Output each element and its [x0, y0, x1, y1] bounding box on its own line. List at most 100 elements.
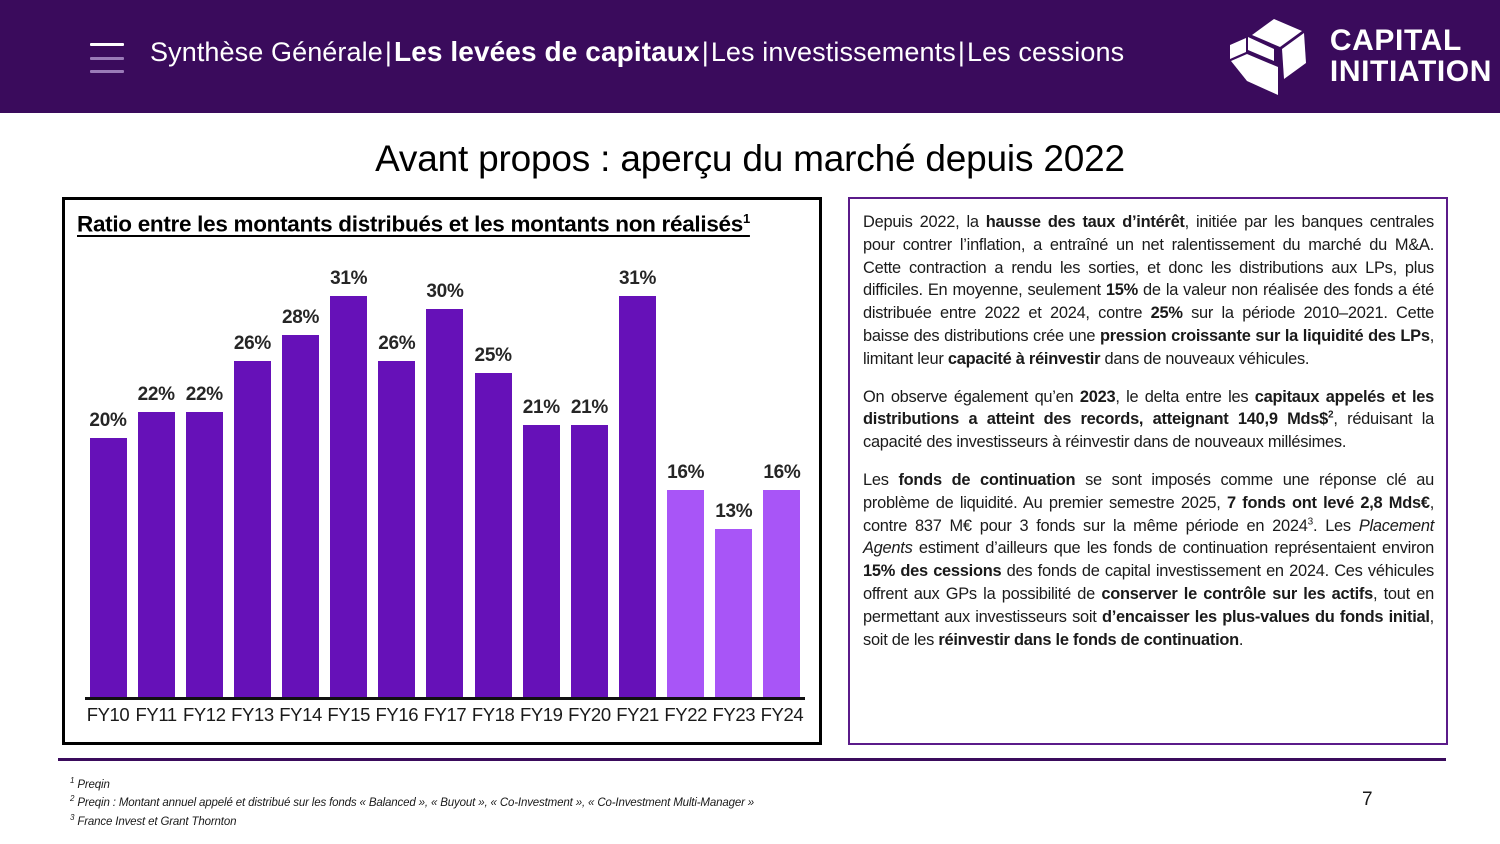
x-tick-fy13: FY13 [231, 704, 274, 725]
nav-separator-3: | [957, 37, 965, 67]
bar-column: 16% [759, 260, 805, 697]
logo-wordmark: CAPITAL INITIATION [1330, 26, 1492, 87]
text-run: , contre 837 M€ pour 3 fonds sur la même… [863, 493, 1435, 535]
bar-column: 21% [566, 260, 612, 697]
text-run: dans de nouveaux véhicules. [1100, 349, 1310, 368]
text-run: réinvestir dans le fonds de continuation [938, 630, 1239, 649]
text-run: de la valeur non réalisée des fonds a ét… [863, 281, 1434, 323]
x-tick-fy20: FY20 [568, 704, 611, 725]
text-run: , tout en permettant aux investisseurs s… [863, 584, 1434, 626]
footnote-marker: 3 [70, 812, 75, 822]
footnote-marker: 2 [70, 794, 75, 804]
bar-value-label: 25% [474, 345, 512, 367]
hamburger-line-2 [90, 56, 124, 60]
x-tick-fy19: FY19 [519, 704, 563, 725]
text-run: estiment d’ailleurs que les fonds de con… [912, 539, 1434, 558]
bar-fy23 [715, 528, 753, 697]
bar-column: 21% [518, 260, 564, 697]
footnotes-list: 1 Preqin 2 Preqin : Montant annuel appelé… [70, 775, 1070, 830]
navigation-breadcrumb: Synthèse Générale|Les levées de capitaux… [150, 36, 1124, 68]
text-run: capitaux appelés et les distributions a … [863, 387, 1435, 429]
commentary-paragraph-p2: On observe également qu’en 2023, le delt… [863, 386, 1434, 454]
logo-line-initiation: INITIATION [1329, 55, 1492, 88]
bar-column: 22% [181, 260, 227, 697]
hamburger-line-1 [90, 43, 124, 46]
chart-heading: Ratio entre les montants distribués et l… [77, 211, 750, 238]
bar-column: 22% [133, 260, 179, 697]
bar-column: 30% [422, 260, 468, 697]
x-tick-fy12: FY12 [182, 704, 226, 725]
footnote-1: 1 Preqin [70, 775, 1070, 793]
commentary-panel: Depuis 2022, la hausse des taux d’intérê… [848, 197, 1448, 745]
top-navigation-bar: Synthèse Générale|Les levées de capitaux… [0, 0, 1500, 113]
nav-item-cessions[interactable]: Les cessions [966, 37, 1125, 67]
bar-column: 20% [85, 260, 131, 697]
text-run: fonds de continuation [898, 470, 1076, 489]
bar-value-label: 31% [618, 267, 657, 289]
footer-divider [58, 758, 1446, 761]
nav-separator-2: | [701, 37, 709, 67]
chart-bars-area: 20% 22% 22% 26% 28% 31% 26% 30% 25% 21% 21% 31% 16% 1… [85, 260, 805, 700]
text-run: hausse des taux d’intérêt [985, 213, 1185, 231]
x-tick-fy23: FY23 [712, 704, 756, 725]
text-run: 2023 [1079, 387, 1116, 406]
bar-chart: 20% 22% 22% 26% 28% 31% 26% 30% 25% 21% 21% 31% 16% 1… [85, 260, 805, 734]
hamburger-menu-icon[interactable] [90, 43, 124, 73]
text-run: Les [863, 470, 899, 489]
footnote-text: France Invest et Grant Thornton [74, 815, 237, 828]
capital-initiation-logo: CAPITAL INITIATION [1222, 14, 1492, 100]
bar-value-label: 22% [185, 384, 223, 406]
bar-value-label: 21% [570, 397, 608, 419]
text-run: 25% [1150, 304, 1183, 323]
text-run: pression croissante sur la liquidité des… [1100, 326, 1430, 345]
bar-value-label: 28% [281, 306, 320, 328]
footnote-2: 2 Preqin : Montant annuel appelé et dist… [70, 793, 1070, 811]
chart-heading-footnote-marker: 1 [742, 211, 750, 226]
bar-column: 31% [326, 260, 372, 697]
text-run: des fonds de capital investissement en 2… [863, 562, 1434, 603]
commentary-paragraph-p1: Depuis 2022, la hausse des taux d’intérê… [863, 211, 1434, 371]
text-run: 3 [1307, 516, 1314, 528]
page-title: Avant propos : aperçu du marché depuis 2… [375, 138, 1125, 179]
bar-column: 28% [278, 260, 324, 697]
nav-item-synthese-generale[interactable]: Synthèse Générale [150, 37, 383, 67]
text-run: conserver le contrôle sur les actifs [1101, 584, 1373, 603]
bar-value-label: 16% [763, 461, 801, 483]
x-tick-fy16: FY16 [375, 704, 419, 725]
text-run: se sont imposés comme une réponse clé au… [863, 470, 1434, 512]
bar-value-label: 26% [233, 332, 271, 354]
bar-fy10 [89, 438, 127, 697]
bar-fy19 [522, 425, 560, 697]
bar-value-label: 20% [89, 410, 127, 432]
text-run: , soit de les [863, 607, 1434, 649]
bar-fy20 [570, 425, 608, 697]
text-run: , réduisant la capacité des investisseur… [863, 410, 1434, 452]
text-run: d’encaisser les plus-values du fonds ini… [1101, 607, 1430, 626]
logo-line-capital: CAPITAL [1329, 24, 1462, 58]
cube-logo-icon [1229, 19, 1306, 95]
x-tick-fy21: FY21 [616, 704, 659, 725]
hamburger-line-3 [90, 70, 124, 73]
nav-item-investissements[interactable]: Les investissements [710, 37, 956, 67]
text-run: , initiée par les banques centrales pour… [863, 213, 1434, 300]
bar-value-label: 16% [667, 461, 705, 483]
nav-separator-1: | [384, 37, 392, 67]
bar-fy14 [282, 334, 320, 697]
bar-value-label: 26% [378, 332, 416, 354]
text-run: capacité à réinvestir [947, 349, 1101, 368]
footnote-marker: 1 [70, 776, 75, 785]
text-run: Depuis 2022, la [863, 213, 986, 231]
bar-fy13 [233, 360, 271, 697]
text-run: , limitant leur [863, 326, 1434, 368]
bar-value-label: 31% [330, 267, 368, 289]
text-run: 2 [1328, 409, 1334, 421]
nav-item-levees-de-capitaux[interactable]: Les levées de capitaux [393, 36, 700, 67]
text-run: . Les [1312, 516, 1359, 535]
text-run: . [1238, 630, 1244, 649]
x-tick-fy18: FY18 [471, 704, 515, 725]
bar-value-label: 13% [715, 500, 753, 522]
bar-fy12 [185, 412, 223, 697]
text-run: Placement Agents [863, 516, 1435, 558]
chart-heading-text: Ratio entre les montants distribués et l… [77, 211, 743, 237]
